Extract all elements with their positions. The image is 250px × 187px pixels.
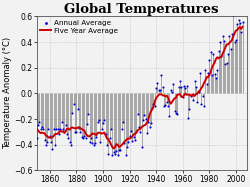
- Annual Average: [114, 153, 116, 155]
- Annual Average: [111, 154, 114, 156]
- Five Year Average: [178, 93, 182, 95]
- Five Year Average: [114, 146, 116, 148]
- Five Year Average: [87, 135, 90, 137]
- Annual Average: [202, 105, 205, 107]
- Annual Average: [122, 120, 124, 123]
- Five Year Average: [202, 82, 205, 84]
- Five Year Average: [112, 147, 115, 150]
- Line: Five Year Average: Five Year Average: [36, 27, 242, 148]
- Annual Average: [232, 14, 235, 16]
- Five Year Average: [35, 127, 38, 130]
- Five Year Average: [241, 26, 244, 28]
- Line: Annual Average: Annual Average: [36, 14, 244, 156]
- Title: Global Temperatures: Global Temperatures: [64, 4, 219, 16]
- Annual Average: [87, 113, 90, 115]
- Annual Average: [159, 88, 162, 91]
- Legend: Annual Average, Five Year Average: Annual Average, Five Year Average: [39, 19, 119, 35]
- Five Year Average: [122, 142, 124, 145]
- Annual Average: [35, 137, 38, 140]
- Y-axis label: Temperature Anomaly (°C): Temperature Anomaly (°C): [4, 37, 13, 149]
- Five Year Average: [159, 93, 162, 95]
- Annual Average: [241, 21, 244, 23]
- Annual Average: [178, 79, 182, 82]
